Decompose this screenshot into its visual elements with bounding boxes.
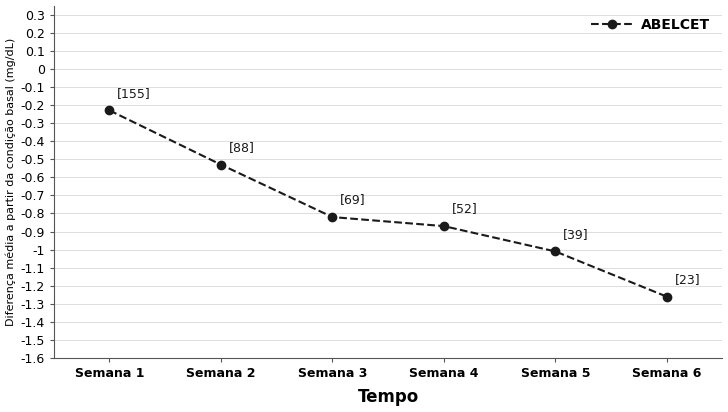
ABELCET xyxy=(216,162,225,167)
Legend: ABELCET: ABELCET xyxy=(585,12,716,37)
X-axis label: Tempo: Tempo xyxy=(357,389,419,407)
Text: [69]: [69] xyxy=(340,193,365,206)
Text: [155]: [155] xyxy=(117,87,151,100)
ABELCET xyxy=(551,249,560,254)
Line: ABELCET: ABELCET xyxy=(106,106,671,301)
ABELCET xyxy=(662,294,671,299)
ABELCET xyxy=(328,215,337,220)
Text: [88]: [88] xyxy=(229,141,255,154)
ABELCET xyxy=(440,224,448,229)
Y-axis label: Diferença média a partir da condição basal (mg/dL): Diferença média a partir da condição bas… xyxy=(6,37,16,326)
ABELCET xyxy=(105,108,114,113)
Text: [39]: [39] xyxy=(563,227,589,241)
Text: [23]: [23] xyxy=(675,273,700,286)
Text: [52]: [52] xyxy=(451,202,478,215)
